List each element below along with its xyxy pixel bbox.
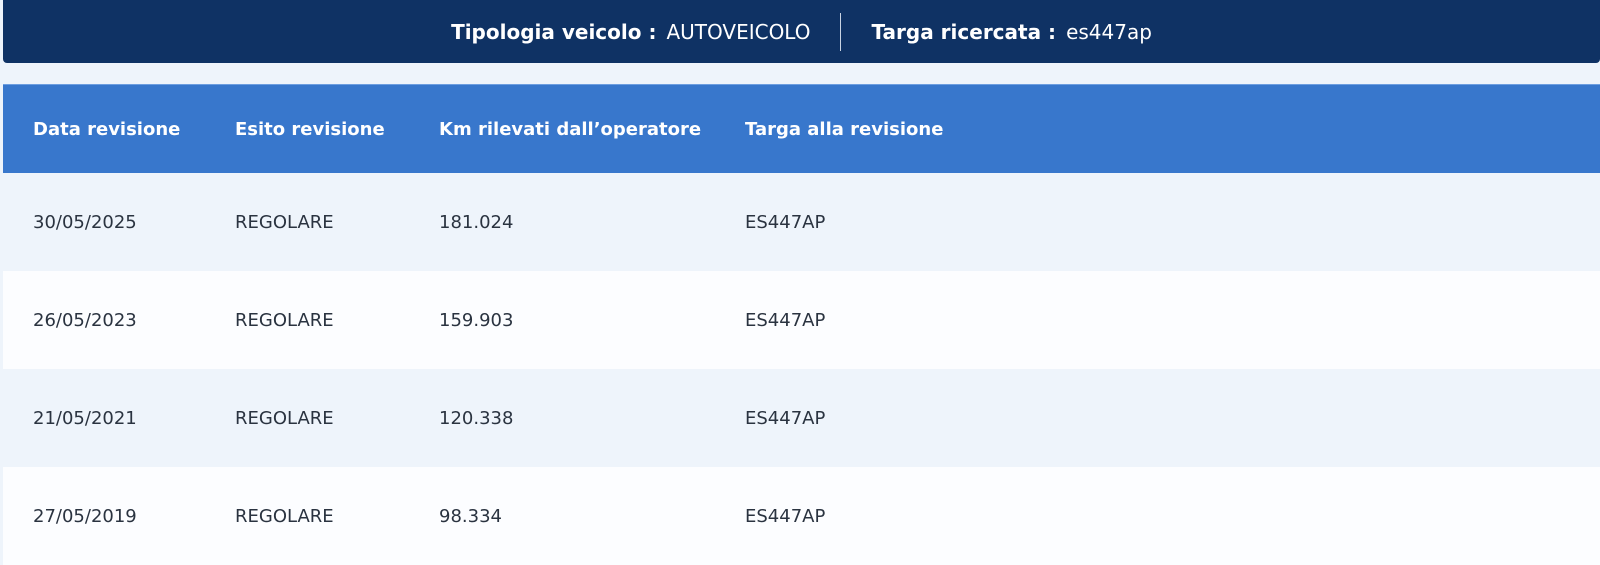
table-row: 27/05/2019 REGOLARE 98.334 ES447AP	[3, 467, 1600, 565]
cell-plate: ES447AP	[745, 407, 826, 429]
cell-km: 181.024	[439, 211, 514, 233]
cell-km: 159.903	[439, 309, 514, 331]
vehicle-type-label: Tipologia veicolo :	[451, 19, 657, 44]
cell-plate: ES447AP	[745, 505, 826, 527]
cell-date: 21/05/2021	[33, 407, 137, 429]
column-header-plate: Targa alla revisione	[745, 118, 944, 140]
cell-outcome: REGOLARE	[235, 309, 334, 331]
plate-value: es447ap	[1066, 19, 1152, 44]
table-row: 21/05/2021 REGOLARE 120.338 ES447AP	[3, 369, 1600, 467]
cell-date: 27/05/2019	[33, 505, 137, 527]
cell-date: 26/05/2023	[33, 309, 137, 331]
cell-plate: ES447AP	[745, 309, 826, 331]
cell-km: 120.338	[439, 407, 514, 429]
vehicle-info-bar: Tipologia veicolo : AUTOVEICOLO Targa ri…	[3, 0, 1600, 63]
column-header-date: Data revisione	[33, 118, 181, 140]
table-row: 30/05/2025 REGOLARE 181.024 ES447AP	[3, 173, 1600, 271]
cell-plate: ES447AP	[745, 211, 826, 233]
inspections-table: Data revisione Esito revisione Km rileva…	[3, 84, 1600, 565]
table-row: 26/05/2023 REGOLARE 159.903 ES447AP	[3, 271, 1600, 369]
cell-date: 30/05/2025	[33, 211, 137, 233]
divider	[840, 12, 842, 51]
vehicle-type-value: AUTOVEICOLO	[666, 19, 811, 44]
cell-outcome: REGOLARE	[235, 505, 334, 527]
plate-label: Targa ricercata :	[871, 19, 1057, 44]
cell-km: 98.334	[439, 505, 502, 527]
cell-outcome: REGOLARE	[235, 211, 334, 233]
cell-outcome: REGOLARE	[235, 407, 334, 429]
column-header-km: Km rilevati dall’operatore	[439, 118, 702, 140]
column-header-outcome: Esito revisione	[235, 118, 385, 140]
table-header: Data revisione Esito revisione Km rileva…	[3, 84, 1600, 173]
